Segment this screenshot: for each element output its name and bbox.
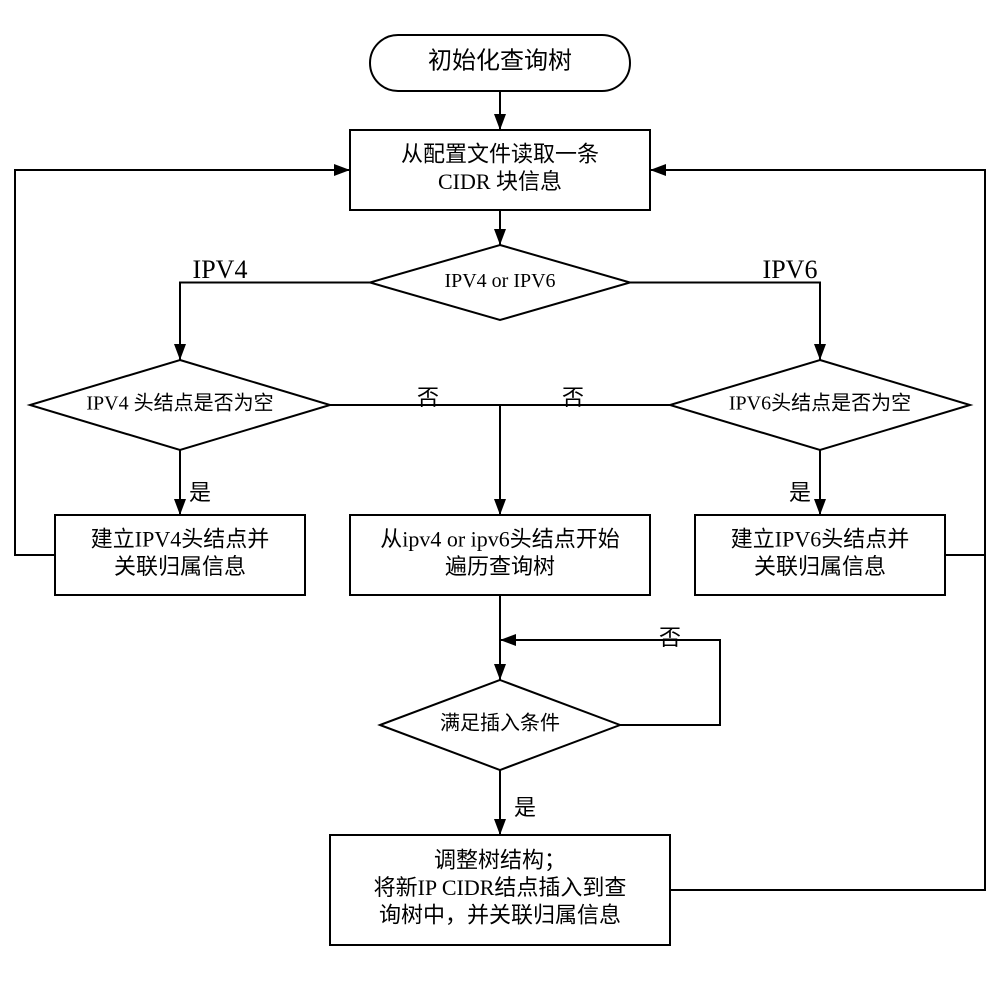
node-adjust-line0: 调整树结构； bbox=[434, 848, 566, 873]
edge-label-v4_no: 否 bbox=[417, 385, 439, 410]
node-dec_v6: IPV6头结点是否为空 bbox=[670, 360, 970, 450]
edge-decver-left bbox=[180, 283, 370, 361]
node-start-line0: 初始化查询树 bbox=[428, 48, 572, 75]
arrow-trav-decins bbox=[494, 664, 506, 680]
arrow-v4-yes bbox=[174, 499, 186, 515]
node-dec_v4: IPV4 头结点是否为空 bbox=[30, 360, 330, 450]
node-mk_v6-line1: 关联归属信息 bbox=[754, 554, 886, 579]
edge-label-v4_yes: 是 bbox=[189, 480, 211, 505]
arrow-v4-no bbox=[494, 499, 506, 515]
node-dec_ver-line0: IPV4 or IPV6 bbox=[444, 270, 555, 292]
edge-label-v6_no: 否 bbox=[562, 385, 584, 410]
arrow-decins-yes bbox=[494, 819, 506, 835]
edge-decver-right bbox=[630, 283, 820, 361]
edge-label-ipv4: IPV4 bbox=[193, 255, 248, 284]
node-mk_v4: 建立IPV4头结点并关联归属信息 bbox=[55, 515, 305, 595]
node-trav-line0: 从ipv4 or ipv6头结点开始 bbox=[380, 526, 620, 551]
arrow-decver-right bbox=[814, 344, 826, 360]
node-mk_v4-line0: 建立IPV4头结点并 bbox=[91, 526, 269, 551]
arrow-read-decver bbox=[494, 229, 506, 245]
edge-label-v6_yes: 是 bbox=[789, 480, 811, 505]
node-dec_ins: 满足插入条件 bbox=[380, 680, 620, 770]
arrow-mkv4-loop bbox=[334, 164, 350, 176]
edge-label-ins_yes: 是 bbox=[514, 795, 536, 820]
node-read: 从配置文件读取一条 CIDR 块信息 bbox=[350, 130, 650, 210]
edge-label-ins_no: 否 bbox=[659, 625, 681, 650]
edge-adjust-loop bbox=[670, 555, 985, 890]
node-read-line1: CIDR 块信息 bbox=[438, 169, 562, 194]
edge-label-ipv6: IPV6 bbox=[763, 255, 818, 284]
node-mk_v6: 建立IPV6头结点并关联归属信息 bbox=[695, 515, 945, 595]
arrow-decins-no bbox=[500, 634, 516, 646]
arrow-v6-yes bbox=[814, 499, 826, 515]
arrow-mkv6-loop bbox=[650, 164, 666, 176]
node-mk_v4-line1: 关联归属信息 bbox=[114, 554, 246, 579]
node-dec_v6-line0: IPV6头结点是否为空 bbox=[729, 392, 911, 415]
node-adjust-line1: 将新IP CIDR结点插入到查 bbox=[374, 875, 627, 900]
arrow-start-read bbox=[494, 114, 506, 130]
arrow-decver-left bbox=[174, 344, 186, 360]
node-trav-line1: 遍历查询树 bbox=[445, 554, 555, 579]
node-dec_v4-line0: IPV4 头结点是否为空 bbox=[86, 392, 273, 415]
node-adjust-line2: 询树中，并关联归属信息 bbox=[379, 903, 621, 928]
node-start: 初始化查询树 bbox=[370, 35, 630, 91]
node-dec_ins-line0: 满足插入条件 bbox=[440, 712, 560, 735]
node-dec_ver: IPV4 or IPV6 bbox=[370, 245, 630, 320]
node-adjust: 调整树结构；将新IP CIDR结点插入到查询树中，并关联归属信息 bbox=[330, 835, 670, 945]
node-read-line0: 从配置文件读取一条 bbox=[401, 141, 599, 166]
node-mk_v6-line0: 建立IPV6头结点并 bbox=[731, 526, 909, 551]
edge-v4-no bbox=[330, 405, 500, 515]
node-trav: 从ipv4 or ipv6头结点开始遍历查询树 bbox=[350, 515, 650, 595]
